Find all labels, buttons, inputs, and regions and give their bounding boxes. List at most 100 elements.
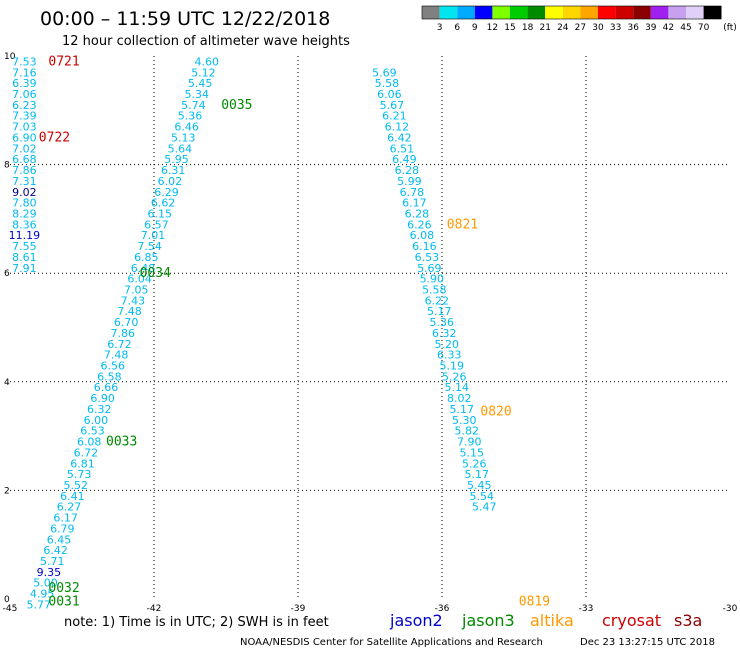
x-tick-label: -45	[3, 604, 18, 614]
wave-height-value: 6.72	[74, 446, 99, 459]
colorbar-label: 45	[680, 23, 691, 33]
wave-height-value: 5.12	[191, 66, 216, 79]
wave-height-value: 6.68	[12, 153, 37, 166]
wave-height-value: 6.56	[100, 360, 125, 373]
wave-height-value: 5.58	[375, 77, 400, 90]
timestamp: Dec 23 13:27:15 UTC 2018	[580, 637, 715, 648]
pass-label: 0819	[519, 595, 550, 610]
x-tick-label: -36	[435, 604, 450, 614]
colorbar-swatch	[668, 6, 686, 19]
wave-height-value: 6.28	[405, 207, 430, 220]
wave-height-value: 5.69	[417, 262, 442, 275]
wave-height-value: 6.46	[174, 121, 199, 134]
colorbar-swatch	[474, 6, 493, 19]
colorbar-swatch	[422, 6, 440, 19]
wave-height-value: 5.99	[397, 175, 422, 188]
wave-height-value: 6.32	[432, 327, 457, 340]
wave-height-value: 5.36	[430, 316, 455, 329]
wave-height-value: 6.08	[77, 436, 102, 449]
satellite-name: cryosat	[602, 611, 661, 630]
satellite-legend: jason2 jason3 altika cryosat s3a	[389, 611, 702, 630]
wave-height-value: 5.52	[64, 479, 89, 492]
footnote: note: 1) Time is in UTC; 2) SWH is in fe…	[64, 615, 329, 630]
colorbar-label: 42	[663, 23, 674, 33]
wave-height-value: 7.86	[111, 327, 136, 340]
satellite-name: jason2	[389, 611, 443, 630]
chart-subtitle: 12 hour collection of altimeter wave hei…	[62, 34, 350, 49]
wave-height-value: 6.02	[158, 175, 183, 188]
wave-height-value: 6.42	[43, 544, 68, 557]
wave-height-value: 7.90	[457, 436, 482, 449]
wave-height-value: 6.57	[144, 218, 169, 231]
colorbar-swatch	[633, 6, 651, 19]
wave-height-value: 6.17	[53, 512, 78, 525]
colorbar-label: 30	[592, 23, 604, 33]
wave-height-value: 5.73	[67, 468, 92, 481]
colorbar-swatch	[703, 6, 722, 19]
colorbar-swatch	[650, 6, 669, 19]
wave-height-value: 5.64	[168, 142, 193, 155]
colorbar-swatch	[562, 6, 581, 19]
wave-height-value: 6.81	[70, 457, 95, 470]
wave-height-value: 5.20	[435, 338, 460, 351]
wave-height-value: 5.26	[442, 370, 467, 383]
wave-height-value: 9.35	[37, 566, 62, 579]
pass-label: 0035	[221, 98, 252, 113]
plot-axes: -45 -42 -39 -36 -33 -30 0 2 4 6 8 10	[3, 52, 738, 614]
wave-height-value: 6.22	[425, 294, 450, 307]
wave-height-value: 7.06	[12, 88, 37, 101]
wave-height-value: 5.36	[178, 110, 203, 123]
colorbar-swatch	[598, 6, 616, 19]
wave-height-value: 5.00	[33, 577, 58, 590]
y-tick-label: 10	[4, 52, 16, 62]
wave-height-value: 6.27	[57, 501, 82, 514]
colorbar-swatch	[457, 6, 475, 19]
wave-height-value: 6.42	[387, 131, 412, 144]
wave-height-value: 11.19	[9, 229, 41, 242]
colorbar-label: 27	[575, 23, 586, 33]
colorbar-label: 70	[698, 23, 710, 33]
colorbar-label: 6	[454, 23, 460, 33]
wave-height-value: 8.61	[12, 251, 37, 264]
y-tick-label: 4	[4, 378, 10, 388]
colorbar-label: 36	[627, 23, 639, 33]
pass-label: 0032	[48, 581, 79, 596]
colorbar-label: 12	[487, 23, 498, 33]
color-scale-legend: 3 6 9 12 15 18 21 24 27 30 33 36 39 42 45 70 (ft)	[421, 5, 737, 33]
wave-height-value: 5.71	[40, 555, 65, 568]
x-tick-label: -42	[147, 604, 162, 614]
plot-grid	[10, 56, 730, 599]
wave-height-value: 6.32	[87, 403, 112, 416]
wave-height-value: 6.26	[407, 218, 432, 231]
wave-height-value: 6.17	[402, 197, 427, 210]
chart-title: 00:00 – 11:59 UTC 12/22/2018	[40, 8, 330, 30]
colorbar-label: 3	[437, 23, 443, 33]
wave-height-value: 6.53	[80, 425, 105, 438]
wave-height-value: 7.02	[12, 142, 37, 155]
wave-height-value: 6.90	[90, 392, 115, 405]
credit-line: NOAA/NESDIS Center for Satellite Applica…	[240, 637, 543, 648]
wave-height-value: 6.58	[97, 370, 122, 383]
wave-height-value: 6.70	[114, 316, 139, 329]
x-tick-label: -39	[291, 604, 306, 614]
wave-height-value: 6.29	[154, 186, 179, 199]
wave-height-value: 5.58	[422, 283, 447, 296]
wave-height-value: 8.02	[447, 392, 472, 405]
wave-height-value: 5.17	[427, 305, 452, 318]
wave-height-value: 6.04	[127, 273, 152, 286]
wave-height-value: 4.95	[30, 588, 55, 601]
wave-height-value: 6.66	[94, 381, 119, 394]
colorbar-swatch	[492, 6, 510, 19]
colorbar-swatch	[686, 6, 704, 19]
pass-label: 0821	[447, 217, 478, 232]
wave-height-value: 7.86	[12, 164, 37, 177]
y-tick-label: 2	[4, 486, 10, 496]
wave-height-value: 5.15	[460, 446, 485, 459]
wave-height-value: 6.72	[107, 338, 132, 351]
wave-height-value: 7.48	[117, 305, 142, 318]
wave-height-value: 5.45	[467, 479, 492, 492]
wave-height-value: 6.08	[410, 229, 435, 242]
wave-height-value: 5.30	[452, 414, 477, 427]
wave-height-value: 7.01	[141, 229, 166, 242]
pass-label: 0033	[106, 435, 137, 450]
